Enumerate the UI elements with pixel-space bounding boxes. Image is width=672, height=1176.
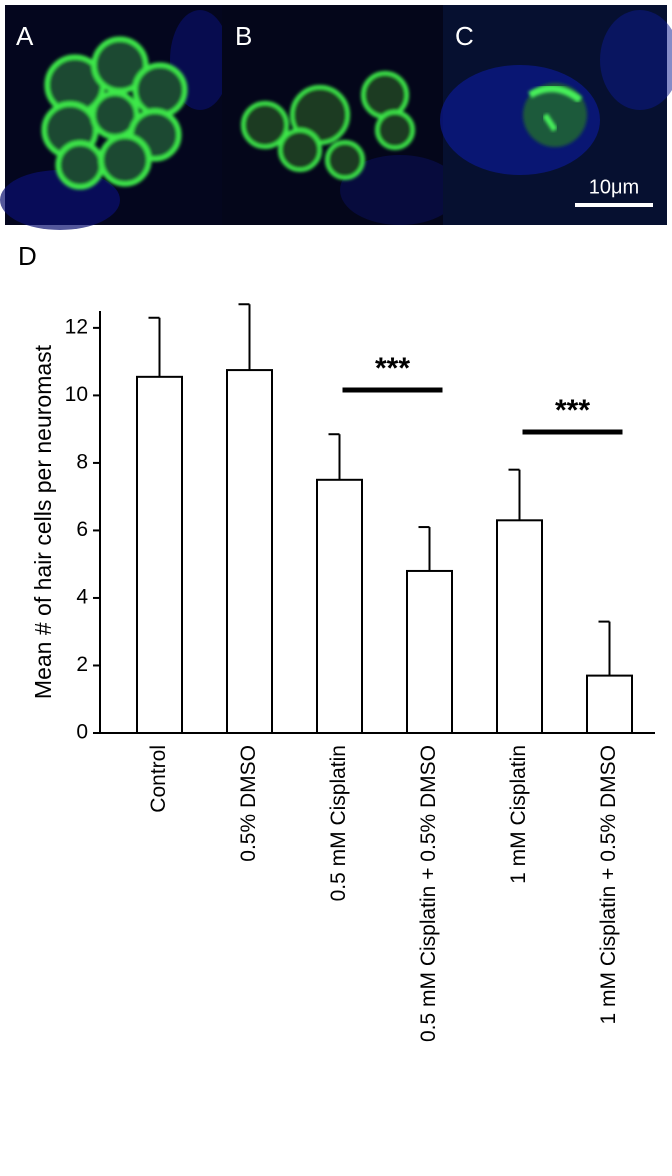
panel-label: D — [18, 241, 37, 271]
x-tick-label: 1 mM Cisplatin — [507, 745, 530, 884]
x-tick-label: Control — [147, 745, 170, 813]
significance-label: *** — [375, 352, 410, 385]
x-tick-label: 0.5 mM Cisplatin + 0.5% DMSO — [417, 745, 440, 1042]
scale-bar-label: 10μm — [589, 176, 639, 198]
micrograph-c — [440, 5, 672, 225]
bar — [406, 569, 453, 735]
y-tick-label: 12 — [65, 315, 88, 338]
y-tick-label: 8 — [76, 450, 88, 473]
y-tick-label: 4 — [76, 586, 88, 609]
y-tick-label: 6 — [76, 518, 88, 541]
y-tick-label: 10 — [65, 383, 88, 406]
bar — [226, 369, 273, 734]
y-axis-label: Mean # of hair cells per neuromast — [30, 344, 56, 699]
x-tick-label: 1 mM Cisplatin + 0.5% DMSO — [597, 745, 620, 1025]
micrograph-b — [222, 5, 460, 225]
x-tick-label: 0.5 mM Cisplatin — [327, 745, 350, 901]
panel-label: C — [455, 21, 474, 51]
panel-label: A — [16, 21, 34, 51]
bar — [496, 519, 543, 735]
y-tick-label: 0 — [76, 721, 88, 744]
y-tick-label: 2 — [76, 653, 88, 676]
bar — [586, 674, 633, 734]
panel-label: B — [235, 21, 252, 51]
x-tick-label: 0.5% DMSO — [237, 745, 260, 862]
micrograph-a — [0, 5, 230, 230]
bar — [136, 375, 183, 734]
bar — [316, 478, 363, 734]
significance-label: *** — [555, 394, 590, 427]
